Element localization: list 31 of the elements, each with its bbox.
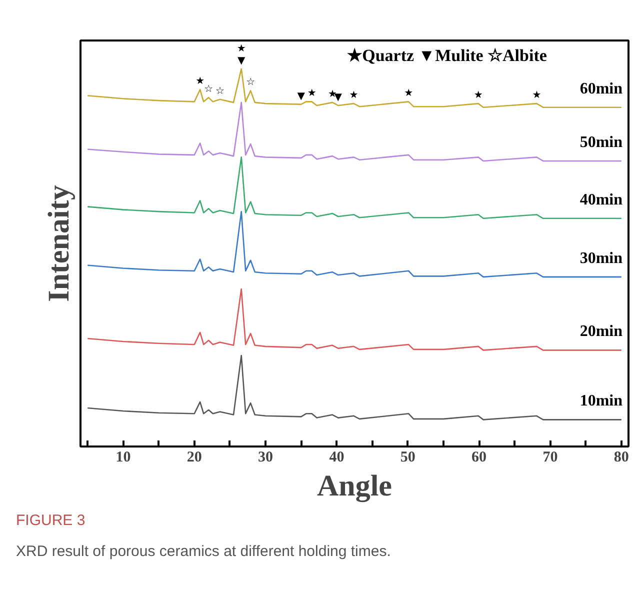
annotation: ★ bbox=[349, 90, 358, 102]
x-tick-label: 60 bbox=[472, 450, 487, 466]
caption: FIGURE 3 bbox=[16, 511, 86, 531]
series-label: 50min bbox=[580, 134, 623, 151]
series-label: 20min bbox=[580, 323, 623, 340]
annotation: ★ bbox=[532, 90, 542, 102]
x-tick-label: 10 bbox=[116, 450, 131, 466]
annotation: ▼ bbox=[297, 90, 306, 102]
y-axis-title: Intenaity bbox=[42, 185, 76, 302]
annotation: ★ bbox=[236, 43, 246, 54]
x-tick-label: 80 bbox=[614, 450, 629, 466]
text: XRD result of porous ceramics at different holding times. bbox=[16, 542, 391, 562]
x-tick-label: 20 bbox=[186, 450, 202, 466]
annotation: ☆ bbox=[216, 86, 225, 97]
annotation: ★ bbox=[196, 76, 205, 88]
x-tick-label: 40 bbox=[329, 450, 344, 466]
annotation: ★ bbox=[474, 90, 483, 102]
series-label: 60min bbox=[580, 80, 623, 98]
annotation: ★ bbox=[307, 88, 316, 100]
x-tick-label: 70 bbox=[542, 450, 558, 466]
x-tick-label: 50 bbox=[400, 450, 416, 466]
x-axis-title: Angle bbox=[317, 470, 392, 502]
series-label: 10min bbox=[580, 392, 623, 410]
x-tick-label: 30 bbox=[258, 450, 274, 466]
series-label: 30min bbox=[580, 250, 623, 267]
text: ★Quartz ▼Mulite ☆Albite bbox=[347, 46, 548, 66]
annotation: ▼ bbox=[237, 55, 246, 66]
annotation: ☆ bbox=[204, 84, 214, 96]
annotation: ☆ bbox=[246, 77, 256, 88]
annotation: ★ bbox=[404, 88, 414, 100]
series-label: 40min bbox=[580, 191, 623, 208]
